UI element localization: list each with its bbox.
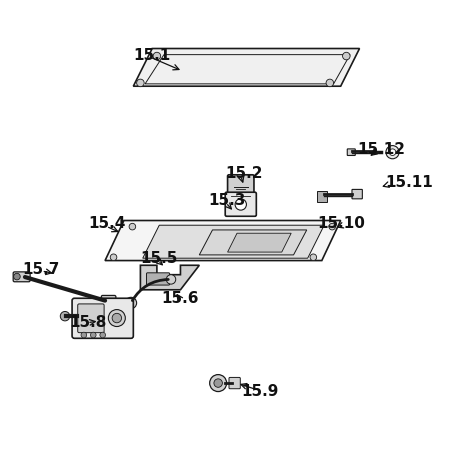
- Text: 15.1: 15.1: [133, 48, 171, 63]
- FancyBboxPatch shape: [78, 304, 104, 333]
- FancyBboxPatch shape: [347, 149, 356, 155]
- Polygon shape: [143, 225, 324, 258]
- FancyBboxPatch shape: [225, 192, 256, 216]
- FancyBboxPatch shape: [13, 272, 30, 282]
- Text: 15.9: 15.9: [242, 384, 279, 399]
- Circle shape: [14, 273, 20, 280]
- Circle shape: [112, 313, 121, 323]
- Polygon shape: [317, 191, 327, 202]
- Polygon shape: [140, 265, 199, 290]
- FancyBboxPatch shape: [229, 377, 240, 389]
- Polygon shape: [199, 230, 307, 255]
- Polygon shape: [105, 220, 341, 261]
- Circle shape: [326, 79, 334, 87]
- Circle shape: [343, 52, 350, 60]
- Text: 15.3: 15.3: [209, 193, 246, 208]
- Text: 15.11: 15.11: [385, 175, 433, 190]
- Text: 15.6: 15.6: [162, 291, 199, 306]
- Circle shape: [91, 332, 96, 338]
- Circle shape: [329, 223, 336, 230]
- Text: 15.5: 15.5: [140, 251, 178, 266]
- FancyBboxPatch shape: [146, 273, 170, 285]
- Circle shape: [214, 379, 222, 387]
- Text: 15.4: 15.4: [89, 216, 126, 231]
- Polygon shape: [228, 233, 291, 252]
- Circle shape: [310, 254, 317, 261]
- Text: 15.8: 15.8: [70, 315, 107, 330]
- FancyBboxPatch shape: [72, 298, 133, 338]
- Circle shape: [386, 146, 399, 159]
- Circle shape: [110, 254, 117, 261]
- Circle shape: [100, 332, 106, 338]
- Polygon shape: [133, 48, 359, 86]
- Text: 15.12: 15.12: [357, 142, 405, 157]
- Circle shape: [109, 310, 125, 327]
- Circle shape: [210, 374, 227, 392]
- Circle shape: [153, 52, 161, 60]
- FancyBboxPatch shape: [228, 175, 254, 197]
- Text: 15.10: 15.10: [317, 216, 365, 231]
- Circle shape: [60, 311, 70, 321]
- Circle shape: [125, 297, 137, 309]
- Circle shape: [389, 149, 396, 155]
- Circle shape: [81, 332, 87, 338]
- FancyBboxPatch shape: [352, 190, 362, 199]
- Circle shape: [166, 275, 176, 284]
- FancyBboxPatch shape: [101, 295, 116, 307]
- Circle shape: [235, 199, 246, 210]
- Circle shape: [137, 79, 144, 87]
- Circle shape: [129, 223, 136, 230]
- Text: 15.2: 15.2: [225, 166, 263, 181]
- Text: 15.7: 15.7: [23, 262, 60, 276]
